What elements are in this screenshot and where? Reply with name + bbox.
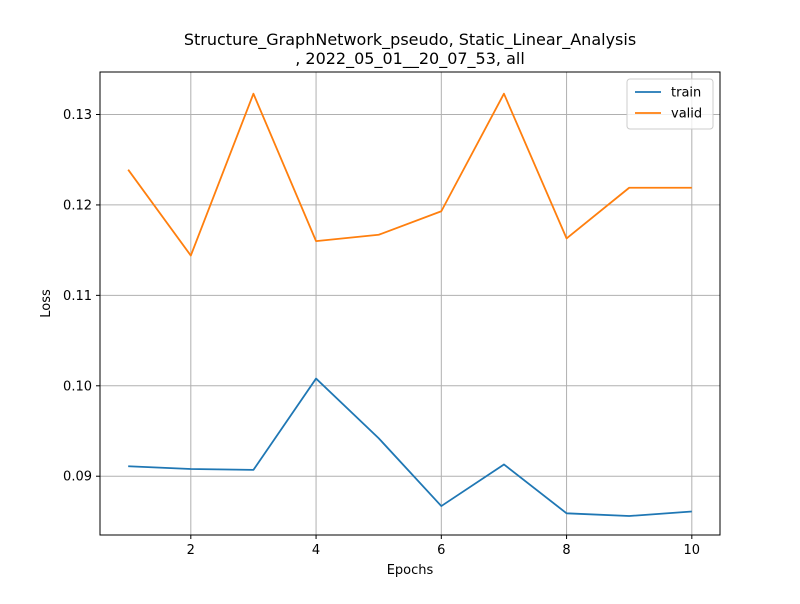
chart-title-line-1: Structure_GraphNetwork_pseudo, Static_Li… — [184, 30, 636, 50]
y-tick-label: 0.11 — [63, 289, 92, 304]
series-line-valid — [127, 92, 692, 257]
series-line-train — [128, 377, 692, 517]
x-axis-label: Epochs — [387, 563, 434, 578]
x-tick-label: 2 — [187, 543, 195, 558]
x-tick-label: 10 — [684, 543, 701, 558]
legend-label-valid: valid — [671, 107, 702, 122]
x-tick-label: 6 — [437, 543, 445, 558]
y-tick-label: 0.09 — [63, 470, 92, 485]
legend: train valid — [626, 78, 714, 130]
x-tick-label: 4 — [312, 543, 320, 558]
legend-label-train: train — [671, 86, 701, 101]
chart-title-line-2: , 2022_05_01__20_07_53, all — [295, 49, 525, 69]
y-tick-label: 0.12 — [63, 198, 92, 213]
axis-ticks: 2 4 6 8 10 0.09 0.10 0.11 0.12 0.13 — [63, 108, 700, 558]
plot-area-frame — [99, 71, 721, 536]
grid — [100, 72, 720, 535]
x-tick-label: 8 — [562, 543, 570, 558]
y-tick-label: 0.13 — [63, 108, 92, 123]
y-tick-label: 0.10 — [63, 379, 92, 394]
series-lines — [127, 92, 692, 517]
y-axis-label: Loss — [39, 289, 54, 318]
